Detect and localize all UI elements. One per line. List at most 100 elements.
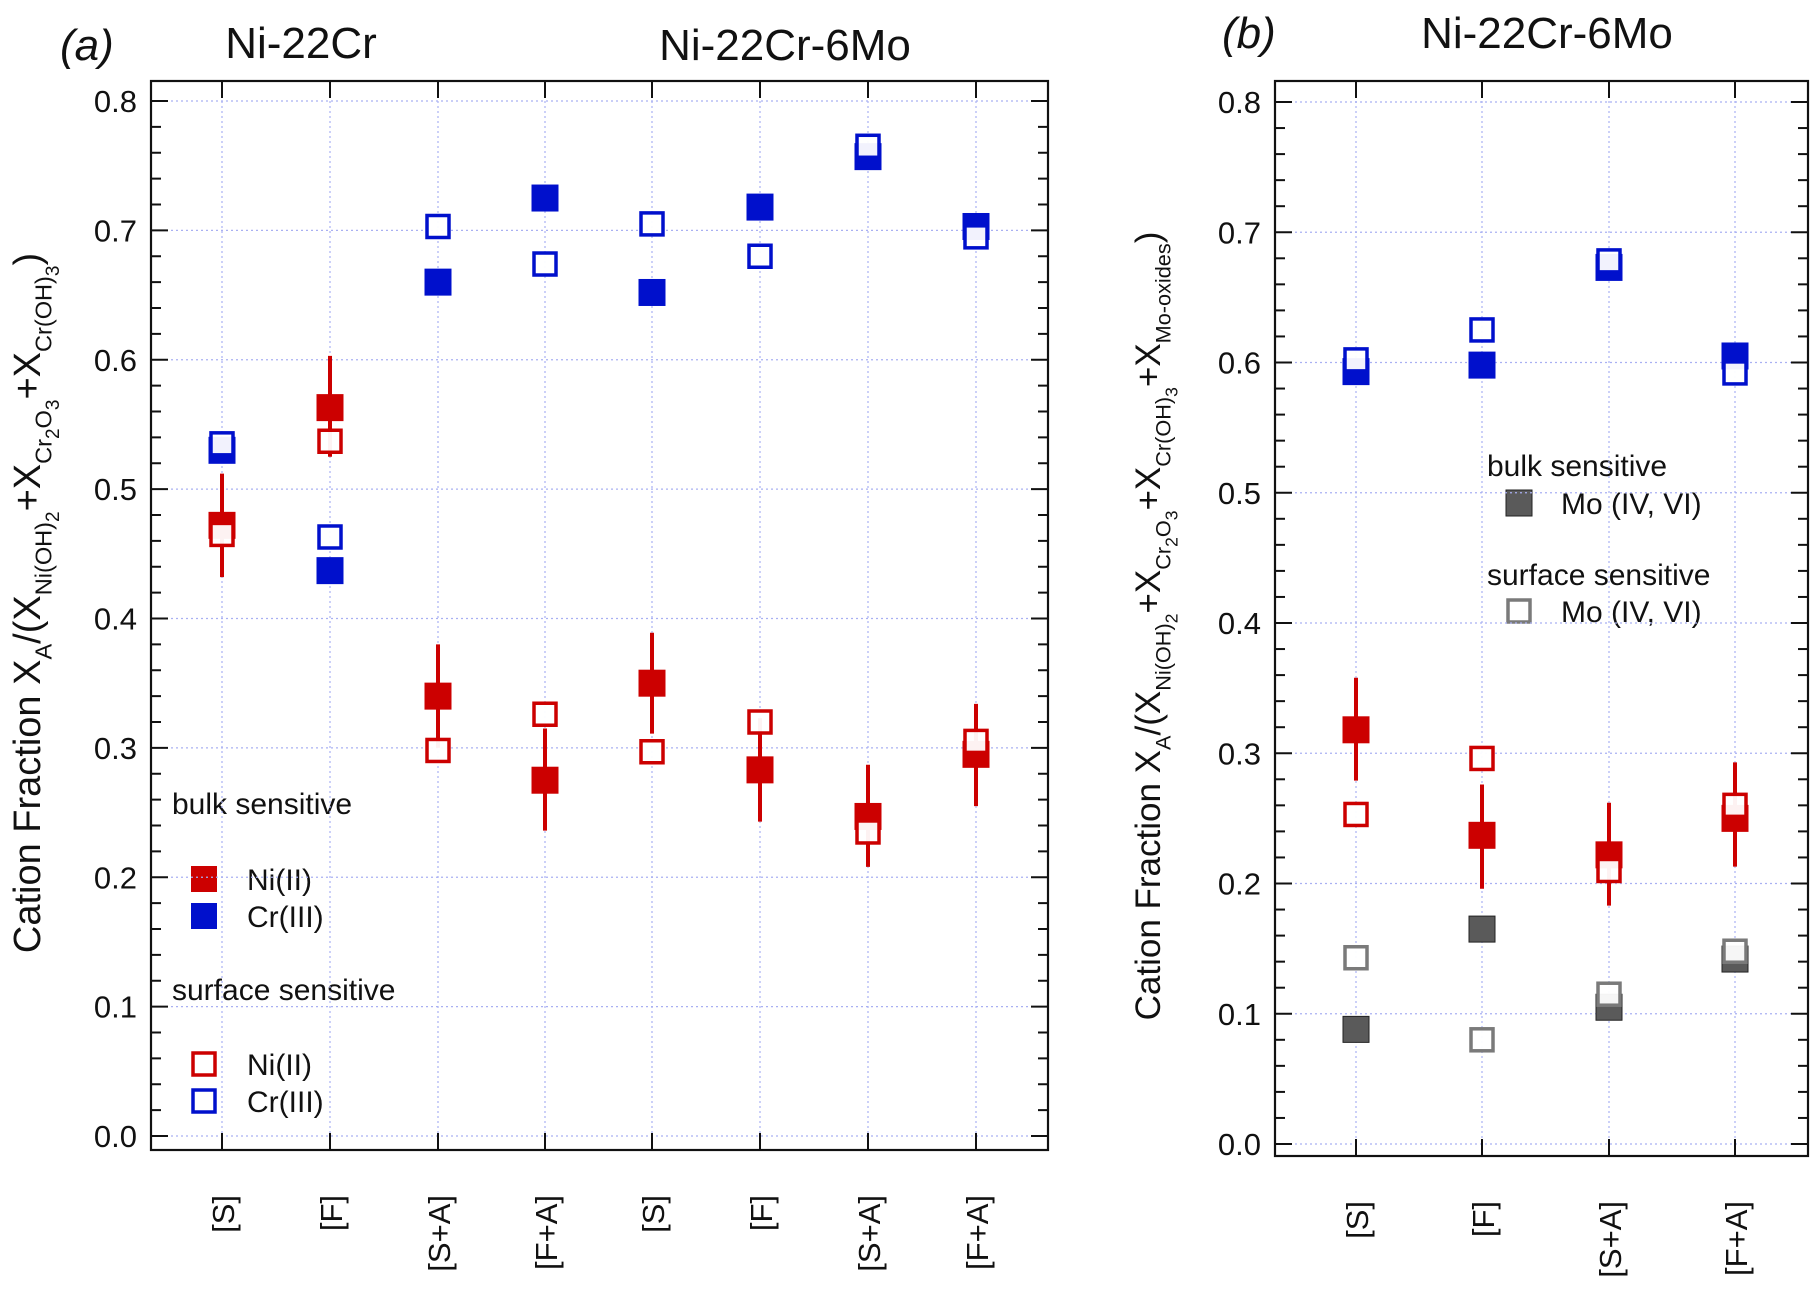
legend-a-bulk-cr-marker [191,903,217,929]
ni-ii-surface-marker [1722,792,1748,819]
y-tick-label: 0.3 [1218,736,1261,771]
y-axis-label-part: O [30,410,56,428]
cr-iii-bulk-marker [424,268,452,296]
panel-a-label: (a) [60,21,114,70]
y-axis-label-part: Cr(OH) [30,276,56,352]
y-tick-label: 0.1 [94,990,137,1025]
cr-iii-surface-marker [963,224,989,250]
cr-iii-surface-marker [425,213,451,240]
legend-b-surface-mo-marker [1506,598,1532,624]
y-axis-label-part: +X [7,464,49,512]
cr-iii-surface-marker [747,243,773,269]
legend-a-surface-cr-marker [191,1088,217,1114]
y-tick-label: 0.0 [94,1119,137,1154]
legend-b-surface-title: surface sensitive [1487,559,1710,592]
ni-ii-surface-marker [532,701,558,727]
y-tick-label: 0.4 [94,602,137,637]
legend-a-surface-ni-marker [191,1051,217,1077]
cr-iii-surface-marker [209,431,235,457]
y-axis-label-part: Cr [1151,547,1176,570]
ni-ii-bulk-marker [424,682,452,710]
x-tick-label: [S+A] [422,1195,457,1272]
cr-iii-surface-marker [1596,248,1622,274]
ni-ii-bulk-marker [531,766,559,794]
y-axis-label-part: 3 [43,266,64,277]
y-axis-label-part: Mo-oxides [1151,243,1176,343]
x-tick-label: [F+A] [1719,1201,1754,1276]
legend-b-bulk-mo-marker [1505,489,1533,517]
y-axis-label-part: Ni(OH) [1151,623,1176,690]
ni-ii-surface-marker [639,739,665,765]
y-axis-label-part: Cation Fraction X [7,660,49,954]
y-axis-label-part: /(X [1129,691,1168,736]
ni-ii-bulk-marker [1342,716,1370,744]
legend-a-surface-cr-label: Cr(III) [247,1086,324,1119]
ni-ii-surface-marker [209,521,235,548]
panel-a-group-label-ni22cr: Ni-22Cr [225,19,377,68]
y-tick-label: 0.5 [94,472,137,507]
y-axis-label-part: A [1151,735,1176,750]
legend-b-bulk-mo-label: Mo (IV, VI) [1561,488,1702,521]
cr-iii-surface-marker [1343,347,1369,373]
y-tick-label: 0.5 [1218,476,1261,511]
mo-iv-vi-surface-marker [1596,981,1622,1007]
y-tick-label: 0.4 [1218,606,1261,641]
x-tick-label: [S] [1340,1201,1375,1239]
y-axis-label-part: 2 [43,511,64,522]
y-axis-label-part: +X [1129,467,1168,511]
y-axis-label-part: /(X [7,595,49,644]
cr-iii-surface-marker [532,251,558,277]
mo-iv-vi-bulk-marker [1342,1015,1370,1043]
y-axis-label-part: Cr [30,439,56,464]
mo-iv-vi-surface-marker [1722,938,1748,964]
y-axis-label-part: O [1151,520,1176,537]
x-tick-label: [F] [744,1195,779,1231]
panel-b: 0.0 0.1 0.2 0.3 0.4 0.5 0.6 0.7 0.8 [S] [F] [S+A] [F… [1129,79,1810,1278]
y-tick-label: 0.1 [1218,997,1261,1032]
plot-frame [149,79,1050,1152]
y-axis-label-part: 2 [1162,614,1182,624]
ni-ii-surface-marker [963,728,989,755]
y-tick-label: 0.7 [1218,215,1261,250]
y-tick-label: 0.3 [94,731,137,766]
cr-iii-bulk-marker [1468,351,1496,379]
cr-iii-bulk-marker [316,557,344,585]
ni-ii-surface-marker [1469,745,1495,772]
ni-ii-surface-marker [855,819,881,845]
y-tick-label: 0.0 [1218,1127,1261,1162]
cr-iii-surface-marker [855,133,881,160]
y-tick-label: 0.8 [94,84,137,119]
y-axis-label-part: +X [1129,343,1168,387]
cr-iii-surface-marker [639,211,665,237]
y-axis-label-part: ) [7,253,49,266]
y-axis-label-part: +X [7,352,49,400]
ni-ii-bulk-marker [638,669,666,697]
x-tick-label: [F] [314,1195,349,1231]
y-axis-label-part: 2 [43,428,64,439]
mo-iv-vi-surface-marker [1343,944,1369,971]
y-axis-label-part: ) [1129,232,1168,244]
y-axis-label: Cation Fraction XA/(XNi(OH)2+XCr2O3+XCr(… [1129,232,1182,1021]
x-tick-label: [S+A] [852,1195,887,1272]
cr-iii-bulk-marker [531,184,559,212]
legend-a-bulk-ni-label: Ni(II) [247,864,312,897]
cr-iii-surface-marker [1722,360,1748,386]
mo-iv-vi-bulk-marker [1468,915,1496,943]
cr-iii-bulk-marker [746,193,774,221]
ni-ii-surface-marker [1343,801,1369,828]
ni-ii-surface-marker [1596,857,1622,884]
panel-b-group-label-ni22cr6mo: Ni-22Cr-6Mo [1421,9,1673,58]
panel-b-label: (b) [1222,9,1276,58]
ni-ii-bulk-marker [746,756,774,784]
x-tick-label: [S] [636,1195,671,1233]
y-axis-label: Cation Fraction XA/(XNi(OH)2+XCr2O3+XCr(… [7,253,64,953]
panel-a: 0.0 0.1 0.2 0.3 0.4 0.5 0.6 0.7 0.8 [S] [F] [S+A] [F… [7,79,1050,1272]
legend-a-bulk-title: bulk sensitive [172,788,352,821]
legend-a-bulk-ni-marker [191,866,217,892]
legend-a-surface-title: surface sensitive [172,974,395,1007]
ni-ii-surface-marker [317,428,343,455]
ni-ii-surface-marker [747,709,773,735]
cr-iii-surface-marker [317,524,343,550]
ni-ii-bulk-marker [316,394,344,422]
